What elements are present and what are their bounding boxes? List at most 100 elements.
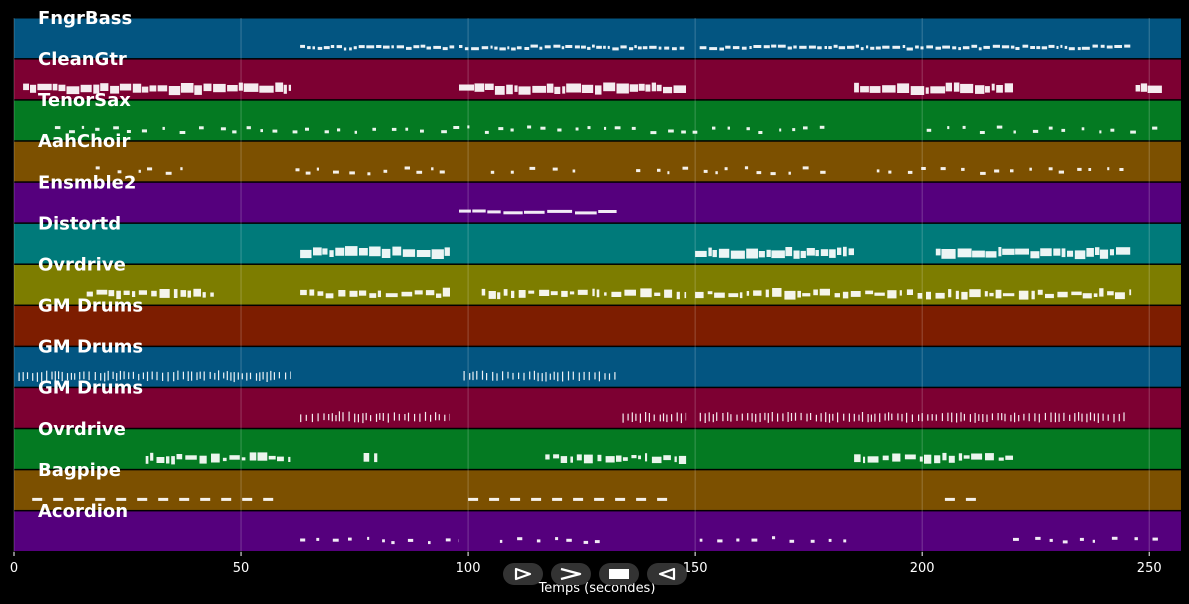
note bbox=[577, 289, 588, 295]
note bbox=[772, 536, 776, 540]
note bbox=[825, 412, 827, 423]
note bbox=[962, 46, 970, 50]
play-button[interactable] bbox=[503, 563, 543, 585]
note bbox=[510, 170, 514, 174]
note bbox=[100, 83, 109, 91]
note bbox=[789, 539, 795, 543]
note bbox=[1089, 412, 1092, 421]
note bbox=[527, 125, 532, 129]
note bbox=[52, 83, 58, 91]
note bbox=[311, 413, 313, 423]
note bbox=[199, 371, 201, 379]
note bbox=[645, 84, 651, 92]
note bbox=[882, 85, 896, 93]
track-label: CleanGtr bbox=[38, 49, 127, 70]
note bbox=[464, 47, 469, 51]
note bbox=[1010, 169, 1014, 173]
note bbox=[1064, 45, 1068, 49]
note bbox=[530, 44, 538, 48]
note bbox=[536, 539, 541, 543]
note bbox=[524, 210, 545, 214]
transport-controls bbox=[503, 563, 691, 585]
note bbox=[474, 83, 485, 92]
x-tick-label: 0 bbox=[10, 561, 18, 576]
note bbox=[810, 539, 815, 543]
note bbox=[659, 414, 661, 422]
note bbox=[997, 413, 999, 421]
note bbox=[732, 46, 740, 50]
note bbox=[246, 372, 248, 381]
note bbox=[18, 372, 20, 381]
note bbox=[907, 170, 913, 174]
note bbox=[892, 453, 901, 462]
note bbox=[1099, 249, 1109, 259]
note bbox=[66, 373, 69, 381]
note bbox=[539, 46, 543, 50]
note bbox=[490, 170, 495, 174]
note bbox=[1060, 44, 1063, 48]
note bbox=[983, 45, 990, 49]
note bbox=[132, 83, 142, 93]
note bbox=[616, 455, 622, 462]
note bbox=[848, 413, 850, 422]
note bbox=[612, 47, 619, 51]
note bbox=[573, 497, 584, 501]
note bbox=[1092, 44, 1098, 48]
note bbox=[730, 414, 732, 422]
note bbox=[728, 293, 739, 298]
note bbox=[749, 46, 752, 49]
note bbox=[985, 86, 990, 93]
note bbox=[481, 46, 489, 50]
note bbox=[472, 371, 474, 381]
rewind-button[interactable] bbox=[647, 563, 687, 585]
note bbox=[335, 415, 337, 422]
note bbox=[323, 46, 330, 50]
stop-button[interactable] bbox=[599, 563, 639, 585]
note bbox=[372, 127, 376, 131]
note bbox=[1030, 251, 1040, 259]
note bbox=[858, 414, 860, 421]
note bbox=[876, 169, 880, 173]
note bbox=[960, 412, 962, 422]
note bbox=[956, 413, 958, 423]
note bbox=[182, 371, 184, 380]
note bbox=[499, 47, 506, 51]
note bbox=[1116, 247, 1131, 255]
note bbox=[416, 250, 431, 257]
note bbox=[935, 248, 941, 256]
note bbox=[151, 290, 157, 297]
note bbox=[1100, 44, 1105, 48]
note bbox=[162, 372, 164, 381]
note bbox=[137, 497, 148, 501]
notes-layer bbox=[18, 44, 1162, 545]
note bbox=[1018, 415, 1020, 422]
note bbox=[572, 371, 574, 380]
note bbox=[888, 412, 890, 421]
note bbox=[861, 412, 864, 422]
note bbox=[595, 85, 602, 95]
fast-forward-icon bbox=[560, 567, 582, 581]
track-lane bbox=[14, 223, 1181, 264]
note bbox=[232, 130, 237, 134]
note bbox=[906, 47, 913, 51]
note bbox=[402, 249, 416, 257]
note bbox=[61, 371, 63, 382]
note bbox=[1110, 128, 1115, 132]
note bbox=[1152, 537, 1158, 541]
note bbox=[396, 45, 404, 49]
note bbox=[919, 456, 923, 462]
note bbox=[695, 291, 704, 299]
note bbox=[998, 247, 1002, 257]
note bbox=[874, 413, 876, 422]
note bbox=[270, 370, 272, 381]
note bbox=[979, 131, 985, 134]
note bbox=[414, 290, 423, 295]
note bbox=[486, 373, 488, 381]
note bbox=[259, 85, 274, 93]
fast-forward-button[interactable] bbox=[551, 563, 591, 585]
note bbox=[278, 372, 280, 379]
note bbox=[528, 290, 535, 294]
note bbox=[985, 453, 994, 461]
note bbox=[187, 371, 189, 381]
note bbox=[958, 47, 961, 51]
